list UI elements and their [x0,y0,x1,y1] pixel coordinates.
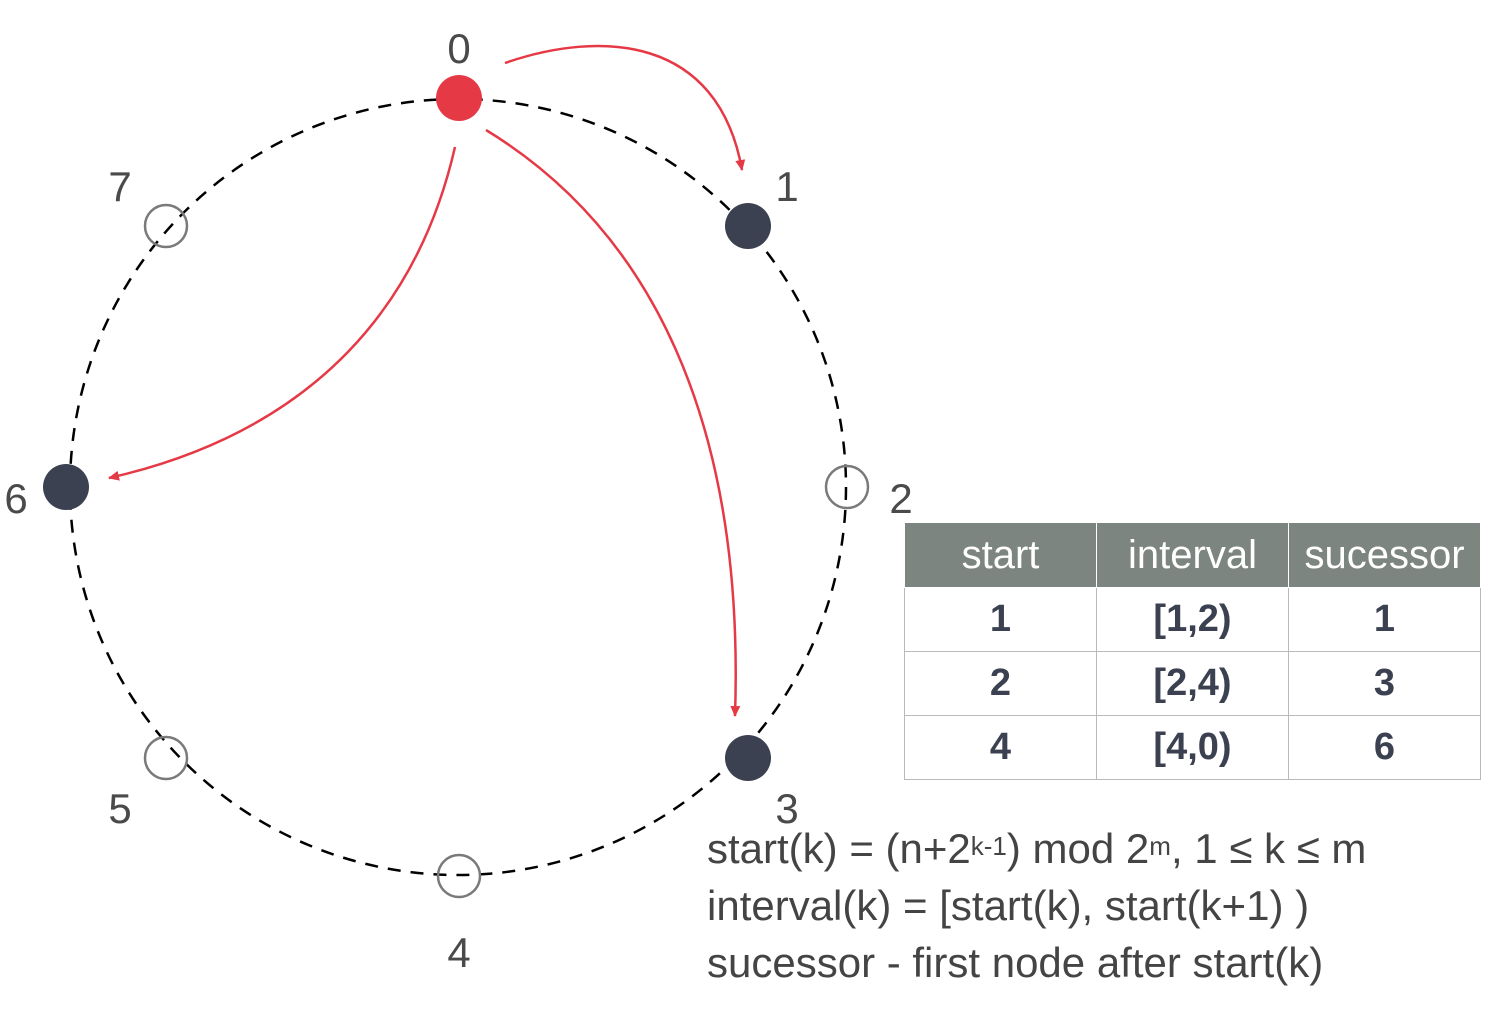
header-successor: sucessor [1288,522,1481,588]
cell-interval: [2,4) [1096,651,1289,716]
finger-table: start interval sucessor 1 [1,2) 1 2 [2,4… [904,522,1481,780]
cell-interval: [1,2) [1096,587,1289,652]
table-row: 2 [2,4) 3 [904,651,1481,716]
formula-block: start(k) = (n+2k-1) mod 2m, 1 ≤ k ≤ m in… [707,820,1366,991]
finger-arrow-0-to-3 [485,128,741,717]
header-interval: interval [1096,522,1289,588]
table-row: 1 [1,2) 1 [904,587,1481,652]
node-label-3: 3 [775,785,798,832]
node-label-6: 6 [4,475,27,522]
finger-table-header: start interval sucessor [904,522,1481,588]
ring-node-4 [436,853,482,899]
node-label-2: 2 [889,475,912,522]
finger-arrow-0-to-1 [504,44,746,171]
cell-successor: 1 [1288,587,1481,652]
cell-start: 2 [904,651,1097,716]
ring-node-0 [436,75,482,121]
header-start: start [904,522,1097,588]
node-label-1: 1 [775,163,798,210]
node-label-4: 4 [447,929,470,976]
ring-node-3 [725,735,771,781]
formula-interval: interval(k) = [start(k), start(k+1) ) [707,882,1310,929]
finger-arrows [108,44,746,717]
formula-successor: sucessor - first node after start(k) [707,939,1324,986]
ring-node-5 [143,735,189,781]
node-label-7: 7 [108,163,131,210]
node-label-5: 5 [108,785,131,832]
formula-start: start(k) = (n+2k-1) mod 2m, 1 ≤ k ≤ m [707,825,1367,872]
cell-successor: 6 [1288,715,1481,780]
finger-arrow-0-to-6 [108,146,457,481]
cell-interval: [4,0) [1096,715,1289,780]
ring-node-6 [43,464,89,510]
cell-successor: 3 [1288,651,1481,716]
cell-start: 1 [904,587,1097,652]
node-label-0: 0 [447,25,470,72]
cell-start: 4 [904,715,1097,780]
ring-node-2 [824,464,870,510]
table-row: 4 [4,0) 6 [904,715,1481,780]
ring-node-1 [725,203,771,249]
ring-node-7 [143,203,189,249]
ring-nodes: 0 1 2 3 4 5 6 7 [4,25,912,976]
